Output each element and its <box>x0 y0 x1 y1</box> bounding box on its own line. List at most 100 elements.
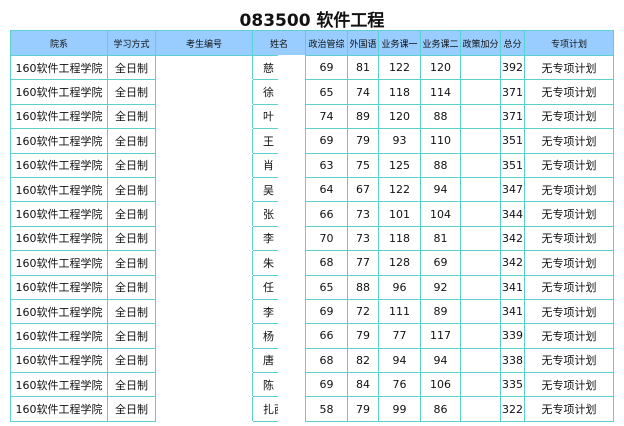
table-cell: 160软件工程学院 <box>10 128 108 154</box>
table-cell: 128 <box>378 250 421 276</box>
column-header: 考生编号 <box>155 30 253 56</box>
table-cell <box>460 128 501 154</box>
table-cell: 342 <box>500 225 525 252</box>
table-cell: 120 <box>420 54 461 81</box>
table-cell: 160软件工程学院 <box>10 347 108 374</box>
table-cell <box>155 250 253 276</box>
table-cell: 66 <box>305 201 348 227</box>
table-cell: 67 <box>347 176 379 203</box>
table-cell: 73 <box>347 201 379 227</box>
table-row: 160软件工程学院 全日制任 65 88 96 92 341 无专项计划 <box>10 274 614 300</box>
table-cell: 341 <box>500 298 525 325</box>
table-cell: 全日制 <box>107 347 156 374</box>
table-cell: 65 <box>305 79 348 105</box>
table-cell: 88 <box>347 274 379 300</box>
table-cell <box>460 372 501 398</box>
column-header: 学习方式 <box>107 30 156 56</box>
name-redaction <box>278 55 305 423</box>
table-cell: 371 <box>500 79 525 105</box>
table-cell: 339 <box>500 323 525 349</box>
table-cell: 347 <box>500 176 525 203</box>
header-row: 院系 学习方式 考生编号 姓名 政治管综 外国语 业务课一 业务课二 政策加分 总分 专项计划 <box>10 30 614 56</box>
table-cell: 106 <box>420 372 461 398</box>
table-cell: 160软件工程学院 <box>10 250 108 276</box>
table-cell <box>460 103 501 130</box>
table-cell <box>155 128 253 154</box>
column-header: 业务课二 <box>420 30 461 56</box>
table-cell <box>155 176 253 203</box>
table-cell: 351 <box>500 152 525 178</box>
table-cell <box>460 79 501 105</box>
table-cell: 351 <box>500 128 525 154</box>
table-cell: 160软件工程学院 <box>10 103 108 130</box>
table-cell: 无专项计划 <box>524 79 614 105</box>
score-table: 院系 学习方式 考生编号 姓名 政治管综 外国语 业务课一 业务课二 政策加分 总分 专项计划 16… <box>10 30 614 422</box>
table-row: 160软件工程学院 全日制慈 69 81 122 120 392 无专项计划 <box>10 54 614 81</box>
table-cell: 125 <box>378 152 421 178</box>
table-cell <box>155 103 253 130</box>
table-cell: 无专项计划 <box>524 103 614 130</box>
table-cell: 117 <box>420 323 461 349</box>
table-cell: 75 <box>347 152 379 178</box>
table-cell: 全日制 <box>107 323 156 349</box>
table-cell: 160软件工程学院 <box>10 274 108 300</box>
table-cell: 无专项计划 <box>524 372 614 398</box>
table-cell: 77 <box>347 250 379 276</box>
table-cell: 无专项计划 <box>524 128 614 154</box>
table-cell: 70 <box>305 225 348 252</box>
table-cell: 82 <box>347 347 379 374</box>
table-cell: 160软件工程学院 <box>10 152 108 178</box>
table-row: 160软件工程学院 全日制叶 74 89 120 88 371 无专项计划 <box>10 103 614 130</box>
table-row: 160软件工程学院 全日制张 66 73 101 104 344 无专项计划 <box>10 201 614 227</box>
table-cell: 77 <box>378 323 421 349</box>
table-cell: 74 <box>305 103 348 130</box>
table-cell: 全日制 <box>107 225 156 252</box>
table-cell: 335 <box>500 372 525 398</box>
table-cell: 160软件工程学院 <box>10 372 108 398</box>
table-cell: 79 <box>347 128 379 154</box>
table-cell: 全日制 <box>107 250 156 276</box>
table-cell: 94 <box>420 347 461 374</box>
table-cell <box>155 298 253 325</box>
table-cell: 全日制 <box>107 54 156 81</box>
table-cell: 全日制 <box>107 176 156 203</box>
table-cell: 99 <box>378 396 421 422</box>
table-cell: 160软件工程学院 <box>10 79 108 105</box>
table-cell <box>460 347 501 374</box>
table-cell: 96 <box>378 274 421 300</box>
table-cell: 322 <box>500 396 525 422</box>
table-cell: 69 <box>420 250 461 276</box>
table-row: 160软件工程学院 全日制吴 64 67 122 94 347 无专项计划 <box>10 176 614 203</box>
table-cell: 114 <box>420 79 461 105</box>
column-header: 外国语 <box>347 30 379 56</box>
column-header: 政治管综 <box>305 30 348 56</box>
table-row: 160软件工程学院 全日制李 70 73 118 81 342 无专项计划 <box>10 225 614 252</box>
table-cell: 63 <box>305 152 348 178</box>
table-cell: 无专项计划 <box>524 54 614 81</box>
table-cell: 无专项计划 <box>524 347 614 374</box>
table-cell: 101 <box>378 201 421 227</box>
table-cell: 无专项计划 <box>524 250 614 276</box>
column-header: 院系 <box>10 30 108 56</box>
table-cell: 94 <box>378 347 421 374</box>
table-cell: 342 <box>500 250 525 276</box>
table-cell: 全日制 <box>107 103 156 130</box>
table-row: 160软件工程学院 全日制杨 66 79 77 117 339 无专项计划 <box>10 323 614 349</box>
table-cell: 341 <box>500 274 525 300</box>
table-cell: 无专项计划 <box>524 274 614 300</box>
table-cell: 81 <box>347 54 379 81</box>
table-cell: 76 <box>378 372 421 398</box>
table-cell <box>155 225 253 252</box>
table-cell <box>460 323 501 349</box>
table-cell: 392 <box>500 54 525 81</box>
table-cell <box>460 54 501 81</box>
table-cell <box>460 201 501 227</box>
table-cell: 64 <box>305 176 348 203</box>
table-cell: 104 <box>420 201 461 227</box>
table-cell <box>155 347 253 374</box>
table-cell <box>460 176 501 203</box>
table-cell: 69 <box>305 128 348 154</box>
table-cell: 68 <box>305 347 348 374</box>
table-cell: 338 <box>500 347 525 374</box>
table-cell: 160软件工程学院 <box>10 225 108 252</box>
